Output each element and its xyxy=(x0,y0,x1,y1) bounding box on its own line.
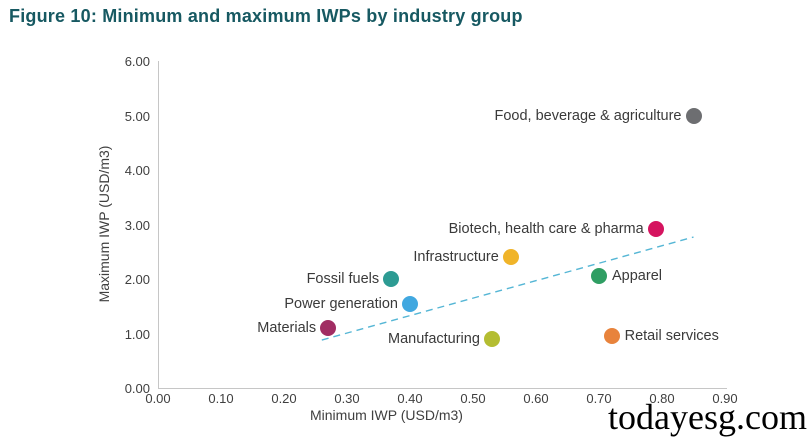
point-dot-food-beverage-agriculture xyxy=(685,107,702,124)
x-tick-0.30: 0.30 xyxy=(334,391,360,406)
point-label-manufacturing: Manufacturing xyxy=(388,330,480,347)
y-tick-3.00: 3.00 xyxy=(124,217,150,233)
x-axis-line xyxy=(158,388,727,389)
point-label-food-beverage-agriculture: Food, beverage & agriculture xyxy=(494,107,682,124)
y-tick-6.00: 6.00 xyxy=(124,54,150,69)
y-tick-0.00: 0.00 xyxy=(124,381,150,396)
y-axis-line xyxy=(158,61,159,388)
x-axis-label: Minimum IWP (USD/m3) xyxy=(310,407,463,423)
point-label-retail-services: Retail services xyxy=(624,328,719,345)
figure-title: Figure 10: Minimum and maximum IWPs by i… xyxy=(9,6,523,26)
x-tick-0.10: 0.10 xyxy=(208,391,234,406)
point-dot-fossil-fuels xyxy=(383,271,400,287)
point-dot-retail-services xyxy=(603,328,620,345)
point-dot-biotech-health-care-pharma xyxy=(647,220,664,237)
point-label-apparel: Apparel xyxy=(612,268,662,285)
y-tick-5.00: 5.00 xyxy=(124,108,150,124)
y-tick-2.00: 2.00 xyxy=(124,272,150,287)
x-tick-0.80: 0.80 xyxy=(649,391,675,406)
point-dot-apparel xyxy=(591,268,607,285)
point-dot-manufacturing xyxy=(483,330,500,347)
x-tick-0.90: 0.90 xyxy=(712,391,738,406)
x-tick-0.40: 0.40 xyxy=(397,391,423,406)
point-label-materials: Materials xyxy=(257,320,317,337)
point-label-power-generation: Power generation xyxy=(284,295,398,312)
watermark: todayesg.com xyxy=(608,397,807,437)
point-dot-materials xyxy=(320,320,337,337)
point-dot-power-generation xyxy=(402,295,418,312)
point-label-biotech-health-care-pharma: Biotech, health care & pharma xyxy=(448,220,644,237)
point-dot-infrastructure xyxy=(502,249,519,266)
y-tick-4.00: 4.00 xyxy=(124,163,150,178)
x-tick-0.70: 0.70 xyxy=(586,391,612,406)
x-tick-0.50: 0.50 xyxy=(460,391,486,406)
point-label-fossil-fuels: Fossil fuels xyxy=(306,271,380,287)
y-tick-1.00: 1.00 xyxy=(124,326,150,342)
x-tick-0.20: 0.20 xyxy=(271,391,297,406)
x-tick-0.00: 0.00 xyxy=(145,391,171,406)
point-label-infrastructure: Infrastructure xyxy=(413,249,499,266)
x-tick-0.60: 0.60 xyxy=(523,391,549,406)
